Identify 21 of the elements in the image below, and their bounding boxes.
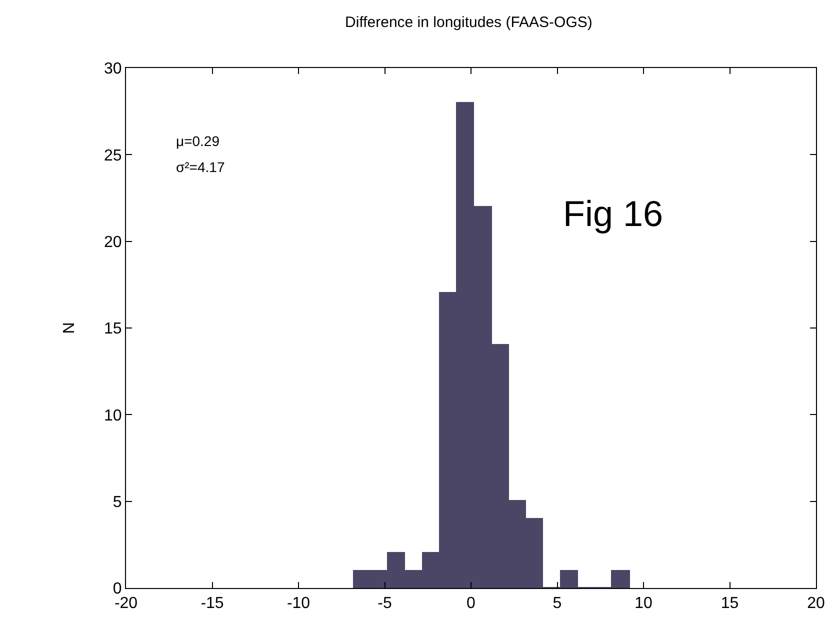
y-tick-label: 30 (104, 60, 122, 78)
y-tick-label: 0 (112, 580, 122, 598)
x-tick-label: -15 (200, 595, 224, 612)
x-tick-label: -10 (286, 595, 310, 612)
y-tick-label: 10 (104, 407, 122, 424)
annotation: μ=0.29 (176, 133, 220, 149)
x-tick-label: -5 (378, 595, 392, 612)
x-tick-label: 5 (552, 595, 562, 612)
x-tick-label: 20 (807, 595, 825, 612)
y-tick-label: 20 (104, 234, 122, 251)
x-tick-label: 0 (466, 595, 476, 612)
y-tick-label: 5 (112, 494, 122, 511)
chart-title: Difference in longitudes (FAAS-OGS) (345, 14, 592, 32)
y-tick-label: 15 (104, 320, 122, 338)
annotation: Fig 16 (563, 193, 664, 234)
x-tick-label: 10 (634, 595, 652, 612)
y-tick-label: 25 (104, 147, 122, 164)
y-axis-title: N (60, 322, 78, 334)
annotation: σ²=4.17 (176, 159, 225, 175)
x-tick-label: -20 (114, 595, 138, 612)
x-tick-label: 15 (720, 595, 739, 612)
